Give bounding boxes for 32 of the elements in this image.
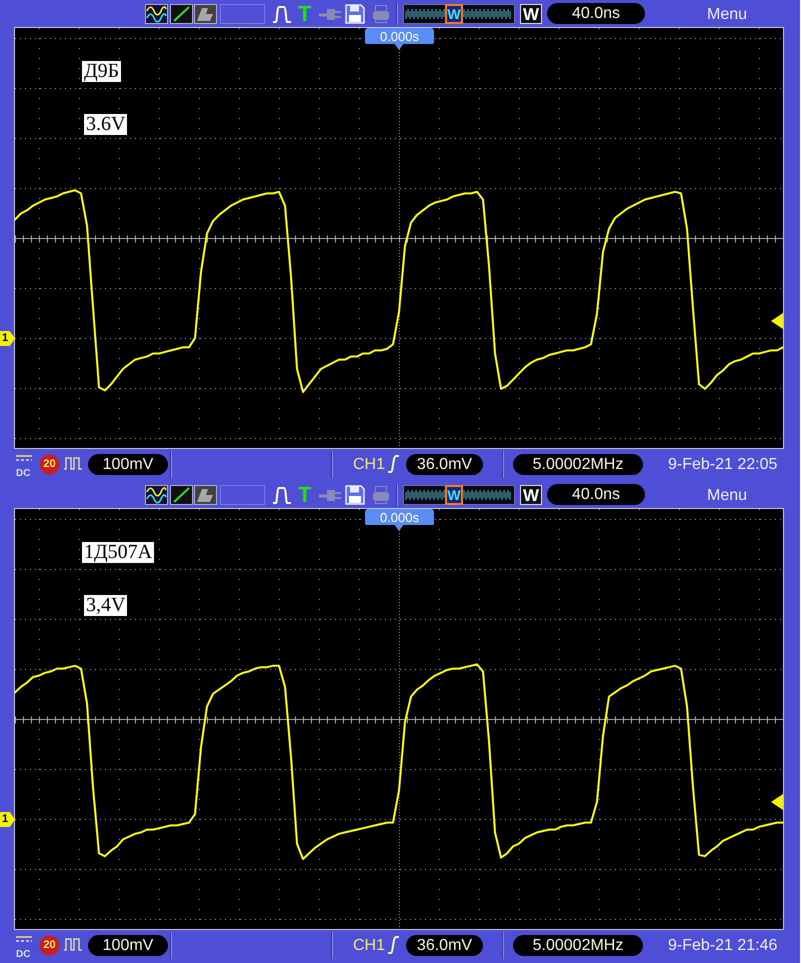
text: 5.00002MHz — [532, 456, 624, 472]
text: W — [522, 4, 540, 24]
text: Menu — [707, 487, 748, 504]
text: 100mV — [102, 456, 154, 472]
text: 1 — [2, 813, 8, 825]
text: Д9Б — [82, 60, 122, 82]
text: 100mV — [102, 936, 154, 954]
text: 20 — [43, 458, 56, 470]
text: 40.0ns — [572, 486, 620, 502]
text: 0.000s — [380, 510, 420, 524]
text: 36.0mV — [416, 456, 472, 472]
text: DC — [16, 949, 30, 960]
text: DC — [16, 468, 30, 479]
text: 9-Feb-21 21:46 — [668, 937, 778, 954]
text: 0.000s — [380, 28, 420, 44]
text: W — [522, 486, 540, 504]
text: T — [298, 1, 312, 26]
text: CH1 — [353, 456, 386, 473]
text: 1 — [2, 332, 8, 344]
text: T — [298, 482, 312, 507]
text: 1Д507А — [82, 541, 154, 563]
text: W — [447, 6, 461, 22]
text: 40.0ns — [572, 4, 620, 22]
text: 20 — [43, 939, 56, 951]
text: Menu — [707, 6, 748, 23]
text: CH1 — [353, 937, 386, 954]
text: 5.00002MHz — [532, 936, 624, 954]
text: W — [447, 487, 461, 503]
text: 9-Feb-21 22:05 — [668, 456, 778, 473]
text: 3,4V — [84, 594, 128, 616]
text: 3.6V — [84, 113, 128, 135]
text: 36.0mV — [416, 936, 472, 954]
